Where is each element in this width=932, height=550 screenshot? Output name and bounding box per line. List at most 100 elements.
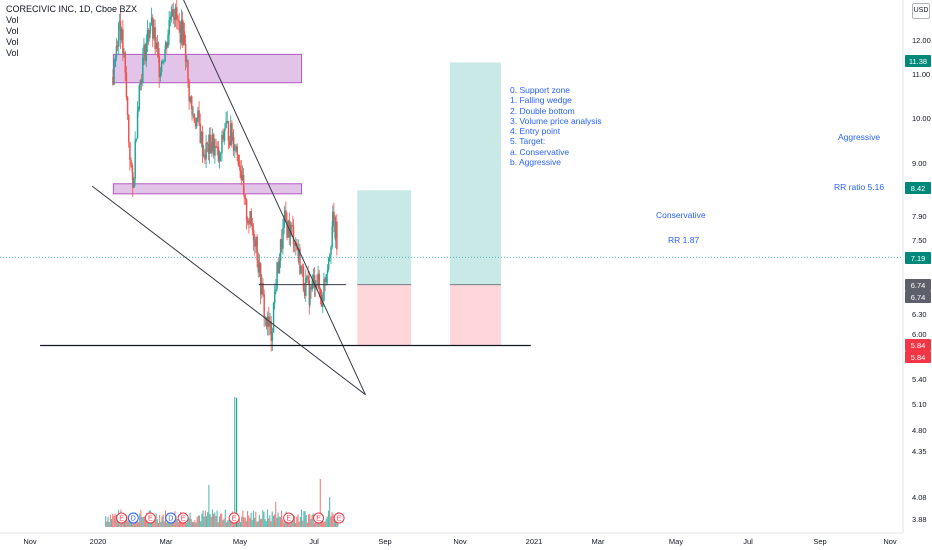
- candle-body: [256, 236, 258, 261]
- currency-button[interactable]: USD: [912, 3, 930, 19]
- candle-body: [135, 138, 138, 141]
- candle-body: [120, 29, 123, 41]
- price-label-badge: [905, 279, 931, 291]
- candle-body: [145, 42, 148, 61]
- candle-body: [237, 154, 240, 165]
- candle-body: [298, 248, 300, 257]
- candle-body: [169, 16, 172, 20]
- volume-indicator-label[interactable]: Vol: [6, 15, 19, 25]
- volume-bar: [273, 514, 276, 527]
- candle-body: [206, 142, 209, 145]
- volume-bar: [116, 520, 118, 527]
- volume-bar: [205, 516, 208, 527]
- candle-body: [281, 239, 283, 249]
- conservative-rr-label: RR 1.87: [668, 235, 700, 245]
- candle-body: [325, 274, 328, 283]
- volume-bar: [334, 521, 337, 527]
- volume-bar: [111, 519, 113, 527]
- volume-indicator-label[interactable]: Vol: [6, 48, 19, 58]
- event-badge-letter: E: [337, 516, 342, 523]
- volume-bar: [284, 518, 286, 527]
- volume-indicator-label[interactable]: Vol: [6, 37, 19, 47]
- volume-bar: [277, 512, 279, 527]
- event-badge-letter: E: [316, 516, 321, 523]
- volume-bar: [298, 521, 300, 527]
- earnings-badge: [333, 512, 345, 524]
- volume-bar: [323, 521, 325, 527]
- candle-body: [329, 254, 331, 259]
- candle-body: [204, 154, 206, 160]
- price-label-text: 5.84: [911, 353, 926, 362]
- candle-body: [167, 34, 169, 48]
- candle-body: [203, 154, 205, 157]
- plan-line: 2. Double bottom: [510, 105, 575, 116]
- candle-body: [223, 131, 226, 140]
- aggressive-label: Aggressive: [838, 132, 881, 142]
- volume-bar: [266, 509, 269, 527]
- candle-body: [199, 123, 202, 143]
- volume-bar: [327, 510, 330, 527]
- volume-bar: [247, 511, 249, 527]
- candle-body: [176, 7, 178, 20]
- candle-body: [306, 276, 308, 278]
- volume-bar: [166, 522, 168, 527]
- dividend-badge: [127, 512, 139, 524]
- candle-body: [131, 165, 134, 173]
- volume-bar: [179, 519, 181, 527]
- candle-body: [244, 197, 247, 200]
- candle-body: [133, 178, 135, 188]
- candle-body: [177, 19, 179, 21]
- candle-body: [251, 224, 254, 230]
- candle-body: [273, 291, 276, 303]
- volume-bar: [261, 518, 263, 527]
- candle-body: [143, 44, 145, 58]
- candle-body: [194, 121, 197, 127]
- dividend-badge: [165, 512, 177, 524]
- candle-body: [282, 228, 284, 249]
- candle-body: [248, 223, 250, 225]
- candle-body: [269, 321, 271, 327]
- volume-bar: [235, 521, 237, 527]
- candle-body: [218, 153, 221, 161]
- candle-body: [116, 45, 119, 47]
- volume-indicator-label[interactable]: Vol: [6, 26, 19, 36]
- volume-bar: [181, 520, 183, 527]
- candle-body: [287, 220, 289, 238]
- volume-bar: [197, 515, 199, 527]
- candle-body: [236, 146, 238, 155]
- volume-bar: [263, 511, 265, 527]
- time-tick-label: Mar: [160, 537, 173, 546]
- volume-bar: [228, 519, 230, 527]
- volume-bar: [282, 519, 284, 527]
- support-zone: [112, 183, 303, 195]
- price-label-badge: [905, 339, 931, 351]
- plan-line: 0. Support zone: [510, 85, 571, 95]
- candle-body: [302, 266, 305, 290]
- candle-body: [327, 258, 330, 270]
- price-tick-label: 10.00: [912, 114, 931, 123]
- candle-body: [129, 142, 131, 161]
- aggressive-loss-box: [449, 284, 501, 346]
- candle-body: [159, 72, 162, 78]
- earnings-badge: [228, 512, 240, 524]
- candle-body: [230, 123, 232, 146]
- candle-body: [263, 294, 265, 318]
- candle-body: [270, 321, 272, 341]
- candle-body: [292, 226, 295, 245]
- aggressive-rr-label: RR ratio 5.16: [834, 182, 885, 192]
- candle-body: [224, 128, 226, 132]
- volume-bar: [113, 516, 115, 527]
- candle-body: [293, 244, 296, 246]
- candle-body: [303, 289, 306, 296]
- volume-bar: [276, 517, 278, 527]
- conservative-profit-box: [357, 190, 412, 285]
- price-tick-label: 5.10: [912, 400, 927, 409]
- candle-body: [140, 79, 143, 83]
- volume-bar: [203, 516, 205, 527]
- candle-body: [226, 120, 229, 122]
- candle-body: [128, 115, 130, 143]
- price-label-text: 5.84: [911, 341, 926, 350]
- volume-bar: [191, 521, 194, 527]
- volume-bar: [227, 520, 229, 527]
